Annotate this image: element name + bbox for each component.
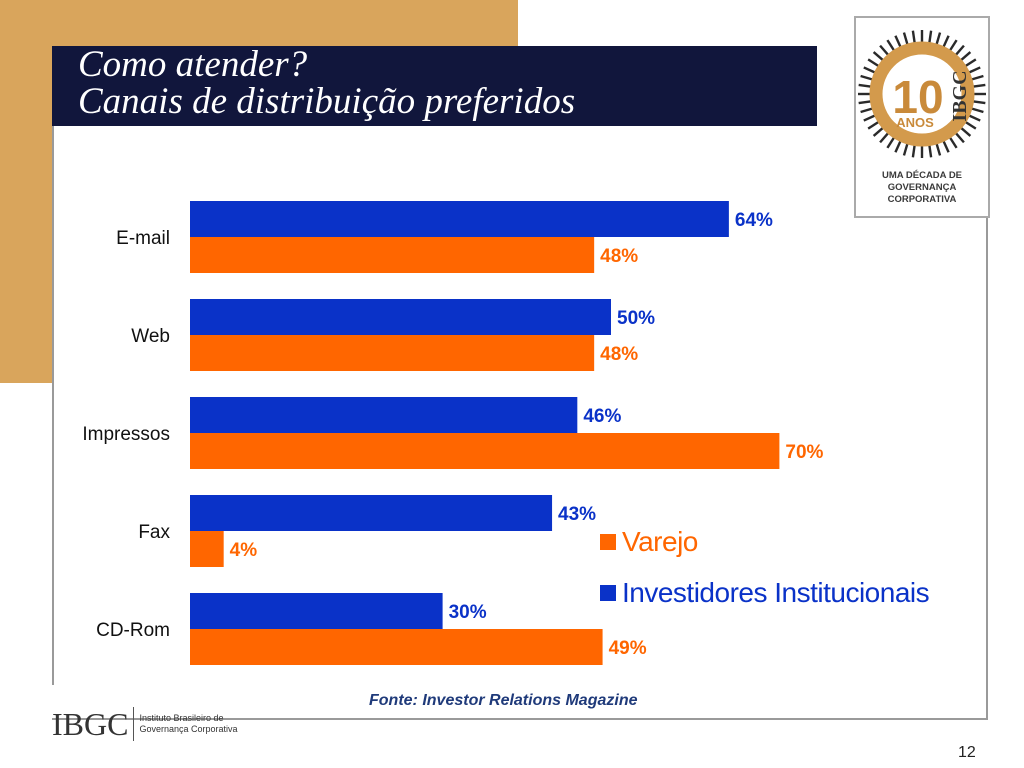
source-note: Fonte: Investor Relations Magazine	[369, 692, 638, 709]
sunburst-ray	[935, 143, 942, 156]
legend-label-varejo: Varejo	[622, 526, 698, 557]
category-label-fax: Fax	[138, 522, 170, 543]
sunburst-ray	[955, 44, 965, 56]
footer-divider	[248, 718, 988, 720]
bar-impressos-varejo	[190, 433, 780, 469]
data-label-fax-varejo: 4%	[230, 540, 258, 561]
sunburst-ray	[973, 100, 986, 105]
data-label-impressos-institucionais: 46%	[583, 406, 621, 427]
category-label-web: Web	[131, 326, 170, 347]
sunburst-ray	[965, 58, 977, 67]
category-label-cd-rom: CD-Rom	[96, 620, 170, 641]
sunburst-ray	[867, 58, 879, 67]
sunburst-ray	[949, 137, 958, 149]
category-label-impressos: Impressos	[82, 424, 170, 445]
sunburst-ray	[872, 51, 884, 61]
title-bar	[52, 46, 817, 126]
sunburst-ray	[902, 143, 909, 156]
sunburst-ray	[971, 107, 984, 114]
data-label-cd-rom-institucionais: 30%	[449, 602, 487, 623]
badge-ring-background	[870, 42, 974, 146]
bar-web-varejo	[190, 335, 595, 371]
logo-mark: IBGC	[52, 705, 129, 742]
sunburst-ray	[858, 83, 871, 88]
sunburst-ray	[960, 51, 972, 61]
badge-caption: UMA DÉCADA DE GOVERNANÇA CORPORATIVA	[856, 170, 988, 206]
sunburst-ray	[863, 114, 876, 122]
data-label-fax-institucionais: 43%	[558, 504, 596, 525]
badge-emblem: 10 ANOS IBGC	[858, 30, 986, 158]
sunburst-ray	[968, 66, 981, 74]
logo-text-line-1: Instituto Brasileiro de	[139, 713, 224, 723]
data-label-impressos-varejo: 70%	[785, 442, 823, 463]
sunburst-ray	[860, 107, 873, 114]
bar-fax-institucionais	[190, 495, 553, 531]
sunburst-ray	[879, 44, 889, 56]
title-line-1: Como atender?	[78, 44, 308, 85]
sunburst-ray	[949, 39, 958, 51]
data-label-web-institucionais: 50%	[617, 308, 655, 329]
category-label-e-mail: E-mail	[116, 228, 170, 249]
sunburst-ray	[955, 132, 965, 144]
sunburst-ray	[911, 145, 916, 158]
logo-divider	[133, 707, 135, 741]
badge-caption-line-3: CORPORATIVA	[887, 194, 957, 205]
bar-cd-rom-varejo	[190, 629, 603, 665]
sunburst-ray	[867, 121, 879, 130]
sunburst-ray	[971, 74, 984, 81]
title-line-2: Canais de distribuição preferidos	[78, 81, 576, 122]
bar-e-mail-varejo	[190, 237, 595, 273]
sunburst-ray	[879, 132, 889, 144]
sunburst-ray	[886, 137, 895, 149]
chart-legend: Varejo Investidores Institucionais	[600, 525, 990, 627]
frame-left-border	[52, 125, 54, 685]
data-label-web-varejo: 48%	[600, 344, 638, 365]
badge-anos: ANOS	[896, 115, 934, 130]
badge-number: 10	[892, 71, 943, 123]
bar-cd-rom-institucionais	[190, 593, 443, 629]
badge-caption-line-2: GOVERNANÇA	[887, 182, 957, 193]
sunburst-ray	[894, 140, 902, 153]
sunburst-ray	[965, 121, 977, 130]
bar-web-institucionais	[190, 299, 611, 335]
bar-impressos-institucionais	[190, 397, 578, 433]
page-number: 12	[958, 744, 976, 761]
bar-fax-varejo	[190, 531, 224, 567]
badge-ring	[869, 41, 975, 147]
logo-text-line-2: Governança Corporativa	[139, 724, 238, 734]
badge-brand: IBGC	[949, 70, 971, 121]
sunburst-ray	[911, 30, 916, 43]
data-label-e-mail-institucionais: 64%	[735, 210, 773, 231]
sunburst-ray	[860, 74, 873, 81]
sunburst-ray	[894, 35, 902, 48]
sunburst-ray	[973, 83, 986, 88]
sunburst-ray	[935, 32, 942, 45]
sunburst-rays	[858, 30, 986, 158]
anniversary-badge: 10 ANOS IBGC UMA DÉCADA DE GOVERNANÇA CO…	[854, 16, 990, 218]
sunburst-ray	[858, 100, 871, 105]
sunburst-ray	[942, 35, 950, 48]
sunburst-ray	[968, 114, 981, 122]
logo-text: Instituto Brasileiro de Governança Corpo…	[139, 713, 237, 735]
sunburst-ray	[960, 127, 972, 137]
ibgc-logo: IBGC Instituto Brasileiro de Governança …	[52, 704, 238, 744]
badge-caption-line-1: UMA DÉCADA DE	[881, 170, 963, 181]
legend-item-varejo: Varejo	[600, 525, 990, 559]
sunburst-ray	[863, 66, 876, 74]
data-label-cd-rom-varejo: 49%	[609, 638, 647, 659]
sunburst-ray	[928, 30, 933, 43]
data-label-e-mail-varejo: 48%	[600, 246, 638, 267]
sunburst-ray	[942, 140, 950, 153]
legend-swatch-institucionais	[600, 585, 616, 601]
sunburst-ray	[902, 32, 909, 45]
sunburst-ray	[886, 39, 895, 51]
sunburst-ray	[928, 145, 933, 158]
slide-title: Como atender? Canais de distribuição pre…	[78, 46, 575, 120]
sunburst-ray	[872, 127, 884, 137]
legend-label-institucionais: Investidores Institucionais	[622, 577, 930, 608]
bar-e-mail-institucionais	[190, 201, 729, 237]
legend-item-institucionais: Investidores Institucionais	[600, 576, 990, 610]
legend-swatch-varejo	[600, 534, 616, 550]
